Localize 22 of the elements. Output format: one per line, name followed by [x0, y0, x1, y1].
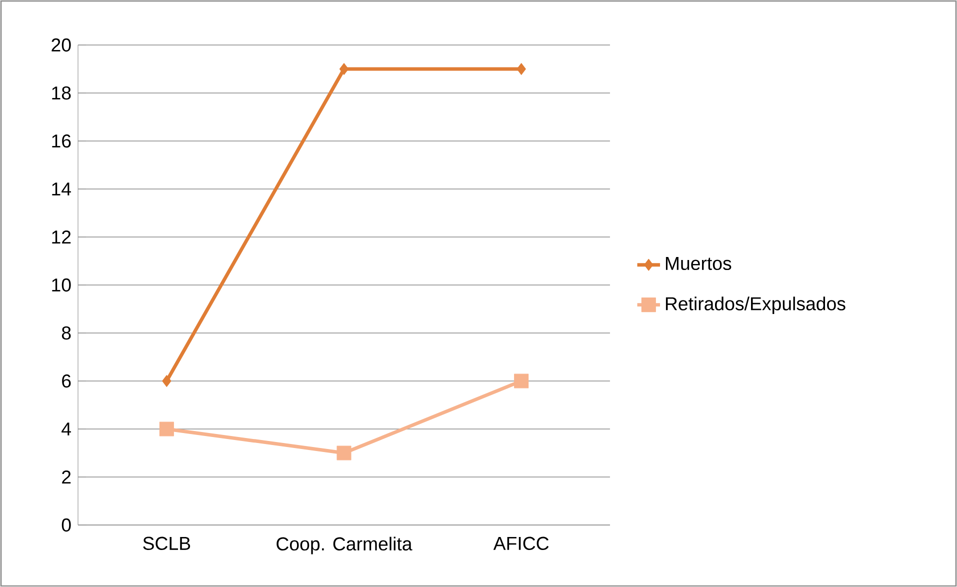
- y-tick-label: 4: [62, 422, 71, 436]
- y-tick-label: 10: [52, 278, 71, 292]
- point: [339, 63, 349, 76]
- x-tick-label: Coop. Carmelita: [276, 536, 412, 554]
- legend-label: Muertos: [666, 257, 732, 270]
- legend-label: Retirados/Expulsados: [666, 296, 846, 314]
- y-tick-label: 6: [62, 374, 71, 388]
- x-tick-label: AFICC: [493, 536, 549, 550]
- y-tick-label: 16: [52, 134, 71, 148]
- point: [159, 422, 174, 436]
- y-tick-label: 14: [52, 182, 71, 196]
- point: [516, 63, 526, 76]
- y-tick-label: 18: [52, 86, 71, 100]
- y-tick-label: 8: [62, 326, 71, 340]
- y-tick-label: 2: [62, 470, 71, 484]
- y-tick-label: 20: [52, 38, 71, 52]
- y-tick-label: 0: [62, 518, 71, 532]
- y-tick-label: 12: [52, 230, 71, 244]
- x-tick-label: SCLB: [143, 536, 190, 550]
- point: [514, 374, 529, 388]
- point: [162, 375, 172, 388]
- point: [336, 446, 352, 460]
